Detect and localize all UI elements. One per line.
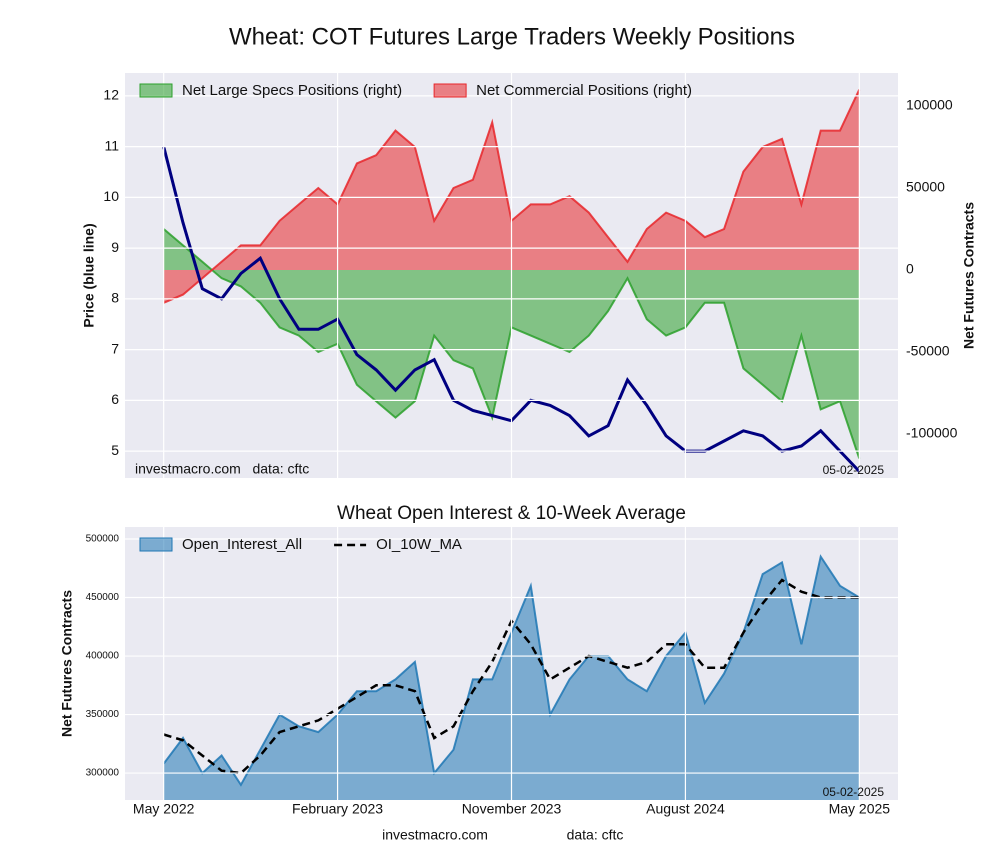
footer-site: investmacro.com (382, 827, 488, 843)
x-tick-label: November 2023 (462, 801, 562, 817)
chart-title: Wheat: COT Futures Large Traders Weekly … (229, 23, 795, 50)
x-tick-label: May 2025 (829, 801, 891, 817)
y2-tick-label: -50000 (906, 343, 950, 359)
y-axis-label: Net Futures Contracts (59, 590, 75, 737)
legend-swatch (139, 83, 173, 98)
y-tick-label: 350000 (86, 709, 120, 720)
subplot-title: Wheat Open Interest & 10-Week Average (337, 503, 686, 524)
y-axis-label: Price (blue line) (81, 223, 97, 327)
y-tick-label: 10 (103, 188, 119, 204)
legend-label: Net Large Specs Positions (right) (182, 82, 402, 99)
y-tick-label: 400000 (86, 651, 120, 662)
x-tick-label: August 2024 (646, 801, 725, 817)
y2-axis-label: Net Futures Contracts (961, 202, 977, 349)
y-tick-label: 5 (111, 442, 119, 458)
y-tick-label: 12 (103, 87, 119, 103)
y2-tick-label: 0 (906, 261, 914, 277)
y2-tick-label: 50000 (906, 179, 945, 195)
y-tick-label: 7 (111, 340, 119, 356)
x-tick-label: May 2022 (133, 801, 195, 817)
x-tick-label: February 2023 (292, 801, 383, 817)
legend-label: OI_10W_MA (376, 536, 462, 553)
legend-swatch (433, 83, 467, 98)
y2-tick-label: 100000 (906, 97, 953, 113)
legend-label: Net Commercial Positions (right) (476, 82, 692, 99)
y-tick-label: 8 (111, 290, 119, 306)
legend-label: Open_Interest_All (182, 536, 302, 553)
source-note: investmacro.com data: cftc (135, 461, 309, 477)
y-tick-label: 300000 (86, 768, 120, 779)
legend-swatch (139, 537, 173, 552)
y-tick-label: 11 (104, 137, 119, 153)
y-tick-label: 500000 (86, 534, 120, 545)
y-tick-label: 9 (111, 239, 119, 255)
date-note: 05-02-2025 (823, 463, 885, 477)
y-tick-label: 6 (111, 391, 119, 407)
y2-tick-label: -100000 (906, 425, 958, 441)
y-tick-label: 450000 (86, 592, 120, 603)
footer-source: data: cftc (567, 827, 624, 843)
date-note: 05-02-2025 (823, 785, 885, 799)
